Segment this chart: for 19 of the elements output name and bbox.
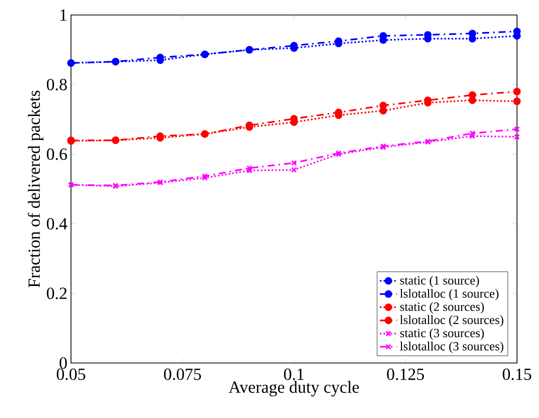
x-tick-label: 0.05 <box>56 368 86 380</box>
legend-label: static (1 source) <box>400 276 480 288</box>
y-tick-label: 0.2 <box>46 288 67 300</box>
x-axis-title: Average duty cycle <box>228 380 359 396</box>
legend-label: lslotalloc (1 source) <box>400 288 498 300</box>
x-tick-label: 0.125 <box>387 368 424 380</box>
y-axis-title: Fraction of delivered packets <box>28 90 44 288</box>
x-tick-label: 0.1 <box>284 368 304 380</box>
y-tick-label: 1 <box>60 9 66 21</box>
x-tick-label: 0.15 <box>502 368 532 380</box>
legend-label: static (2 sources) <box>400 302 484 314</box>
x-tick-label: 0.075 <box>164 368 201 380</box>
legend-label: lslotalloc (3 sources) <box>400 342 504 353</box>
y-tick-label: 0.4 <box>46 218 68 230</box>
legend-label: lslotalloc (2 sources) <box>400 315 504 327</box>
y-tick-label: 0.8 <box>46 78 67 90</box>
legend-label: static (3 sources) <box>400 328 484 340</box>
y-tick-label: 0 <box>60 357 67 369</box>
y-tick-label: 0.6 <box>46 148 67 160</box>
